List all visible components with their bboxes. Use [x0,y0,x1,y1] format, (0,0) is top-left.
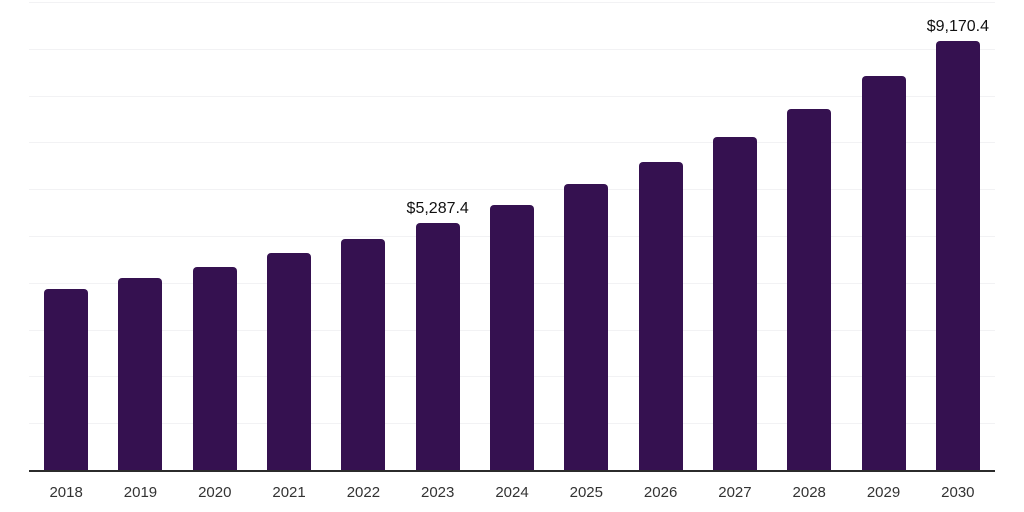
bar-2022 [341,239,386,470]
bar-2026 [638,161,683,470]
x-tick-label-2026: 2026 [643,484,678,501]
bar-value-label-2030: $9,170.4 [926,17,989,35]
x-tick-label-2025: 2025 [569,484,603,501]
bar-2030 [935,40,980,470]
gridline [29,142,995,144]
bar-2021 [267,253,312,470]
bar-2018 [44,289,89,470]
gridline [29,2,995,3]
x-tick-label-2021: 2021 [272,484,306,501]
gridline [29,95,995,97]
x-tick-label-2024: 2024 [495,484,529,501]
x-tick-label-2030: 2030 [941,484,975,501]
bar-2028 [787,108,832,470]
bar-2027 [712,136,757,470]
x-tick-label-2020: 2020 [198,484,232,501]
bar-2025 [564,184,609,470]
bar-2020 [192,266,237,470]
bar-2024 [490,204,534,470]
x-tick-label-2018: 2018 [49,484,83,501]
gridline [29,48,995,50]
bar-2029 [861,76,906,470]
bar-2019 [118,277,163,470]
x-tick-label-2029: 2029 [866,484,901,501]
bar-2023 [415,222,460,470]
x-tick-label-2028: 2028 [792,484,826,501]
gridline [29,189,995,191]
bar-value-label-2023: $5,287.4 [406,199,469,217]
x-tick-label-2019: 2019 [123,484,158,501]
x-tick-label-2027: 2027 [718,484,752,501]
x-axis-line [29,470,995,472]
x-tick-label-2022: 2022 [346,484,381,501]
x-tick-label-2023: 2023 [421,484,455,501]
